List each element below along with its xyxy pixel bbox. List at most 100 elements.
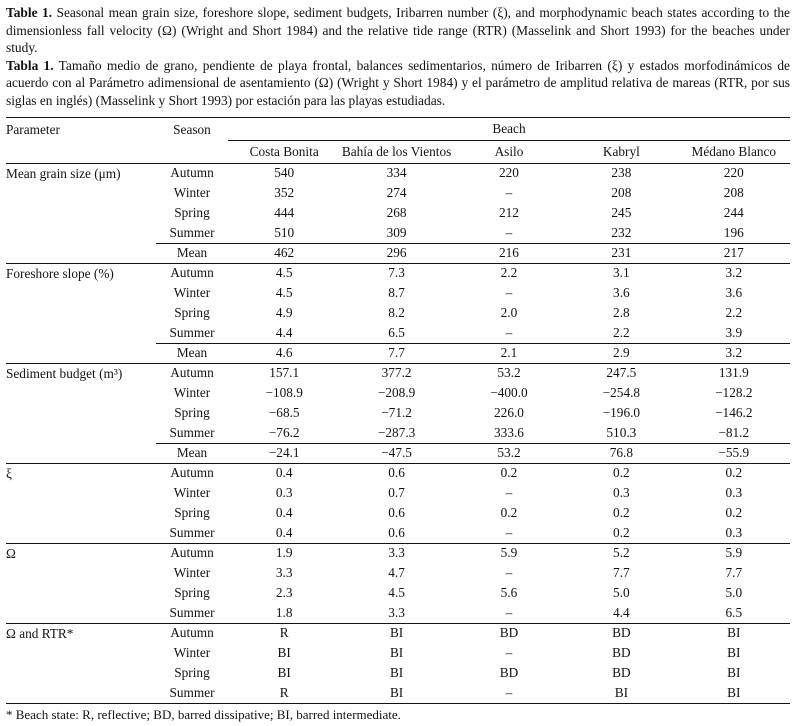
value-cell: 0.6	[340, 462, 453, 484]
value-cell: 3.9	[725, 324, 743, 340]
table-row: Summer −76.2 −287.3 333.6 510.3 −81.2	[6, 423, 790, 443]
parameter-cell: Foreshore slope (%)	[6, 262, 156, 364]
value-cell: –	[505, 524, 513, 540]
season-cell: Autumn	[156, 262, 228, 284]
table-row: Summer 510 309 – 232 196	[6, 223, 790, 243]
table-row: Spring −68.5 −71.2 226.0 −196.0 −146.2	[6, 403, 790, 423]
table-row: Summer 1.8 3.3 – 4.4 6.5	[6, 603, 790, 623]
value-cell: 2.8	[613, 305, 630, 321]
value-cell: −146.2	[715, 405, 753, 421]
table-row: Ω Autumn 1.9 3.3 5.9 5.2 5.9	[6, 542, 790, 624]
value-cell: −128.2	[715, 385, 753, 401]
column-header-beach-medano-blanco: Médano Blanco	[677, 140, 790, 164]
table-row: Spring 0.4 0.6 0.2 0.2 0.2	[6, 503, 790, 523]
value-cell: 377.2	[340, 362, 453, 384]
value-cell: 0.4	[228, 462, 341, 484]
data-table: Parameter Season Beach Costa Bonita Bahí…	[6, 116, 790, 704]
table-row: Winter 3.3 4.7 – 7.7 7.7	[6, 563, 790, 583]
table-row: Sediment budget (m³) Autumn 157.1 377.2 53.2…	[6, 362, 790, 464]
value-cell: 0.2	[500, 505, 518, 521]
value-cell: 462	[228, 242, 341, 264]
value-cell: 3.6	[613, 285, 630, 301]
table-row: Spring BI BI BD BD BI	[6, 663, 790, 683]
value-cell: 274	[386, 185, 407, 201]
value-cell: BI	[277, 645, 291, 661]
value-cell: BI	[340, 622, 453, 644]
value-cell: 333.6	[494, 424, 524, 440]
value-cell: 5.2	[565, 542, 678, 564]
value-cell: 157.1	[228, 362, 341, 384]
value-cell: 296	[340, 242, 453, 264]
season-cell: Summer	[169, 524, 215, 540]
value-cell: 0.2	[565, 462, 678, 484]
season-cell: Autumn	[170, 165, 214, 181]
value-cell: 2.1	[452, 342, 566, 364]
value-cell: 3.3	[275, 565, 293, 581]
value-cell: 6.5	[388, 324, 405, 340]
value-cell: 0.2	[613, 505, 630, 521]
value-cell: −400.0	[490, 385, 528, 401]
season-cell: Summer	[169, 324, 215, 340]
value-cell: 8.2	[388, 305, 405, 321]
season-cell: Summer	[169, 224, 215, 240]
value-cell: BI	[277, 665, 291, 681]
value-cell: 2.3	[275, 585, 293, 601]
value-cell: –	[505, 224, 513, 240]
season-cell: Spring	[174, 305, 210, 321]
value-cell: BI	[727, 684, 741, 700]
value-cell: 76.8	[565, 442, 678, 464]
column-group-header-beach: Beach	[228, 117, 790, 141]
caption-english-text: Seasonal mean grain size, foreshore slop…	[6, 5, 790, 56]
season-cell: Spring	[174, 505, 210, 521]
value-cell: BD	[612, 645, 631, 661]
header-row-beaches: Costa Bonita Bahía de los Vientos Asilo …	[6, 140, 790, 164]
value-cell: −81.2	[718, 424, 750, 440]
value-cell: 238	[611, 165, 632, 181]
column-header-parameter: Parameter	[6, 117, 156, 164]
value-cell: −55.9	[677, 442, 790, 464]
value-cell: BI	[677, 622, 790, 644]
value-cell: –	[505, 285, 513, 301]
value-cell: 4.6	[228, 342, 341, 364]
caption-english-label: Table 1.	[6, 5, 53, 20]
value-cell: 510.3	[606, 424, 637, 440]
value-cell: 217	[677, 242, 790, 264]
value-cell: −68.5	[268, 405, 300, 421]
table-footnote: * Beach state: R, reflective; BD, barred…	[6, 706, 401, 722]
value-cell: 3.2	[677, 262, 790, 284]
value-cell: BD	[565, 622, 678, 644]
parameter-cell: Sediment budget (m³)	[6, 362, 156, 464]
value-cell: 1.8	[275, 604, 293, 620]
value-cell: 220	[723, 165, 744, 181]
column-header-beach-asilo: Asilo	[452, 140, 566, 164]
value-cell: –	[505, 645, 513, 661]
value-cell: −108.9	[265, 385, 303, 401]
season-cell: Winter	[173, 485, 211, 501]
value-cell: 4.5	[275, 285, 293, 301]
table-row: Mean 4.6 7.7 2.1 2.9 3.2	[6, 342, 790, 364]
value-cell: 53.2	[452, 362, 566, 384]
value-cell: 0.3	[275, 485, 293, 501]
value-cell: 247.5	[565, 362, 678, 384]
value-cell: 0.3	[613, 485, 630, 501]
value-cell: 0.2	[613, 524, 630, 540]
value-cell: –	[505, 324, 513, 340]
season-cell: Summer	[169, 684, 215, 700]
value-cell: 2.2	[613, 324, 630, 340]
table-row: Summer 0.4 0.6 – 0.2 0.3	[6, 523, 790, 543]
table-row: Mean grain size (μm) Autumn 540 334 220 238 22…	[6, 163, 790, 183]
table-header: Parameter Season Beach Costa Bonita Bahí…	[6, 117, 790, 164]
value-cell: 2.9	[565, 342, 678, 364]
value-cell: BD	[499, 665, 519, 681]
value-cell: 2.2	[725, 305, 743, 321]
value-cell: 444	[274, 205, 295, 221]
value-cell: 2.0	[500, 305, 518, 321]
value-cell: 0.4	[275, 505, 293, 521]
value-cell: BD	[612, 665, 631, 681]
table-row: Ω and RTR* Autumn R BI BD BD BI	[6, 622, 790, 704]
value-cell: 4.9	[275, 305, 293, 321]
value-cell: −24.1	[228, 442, 341, 464]
value-cell: –	[505, 684, 513, 700]
table-row: Winter 352 274 – 208 208	[6, 183, 790, 203]
